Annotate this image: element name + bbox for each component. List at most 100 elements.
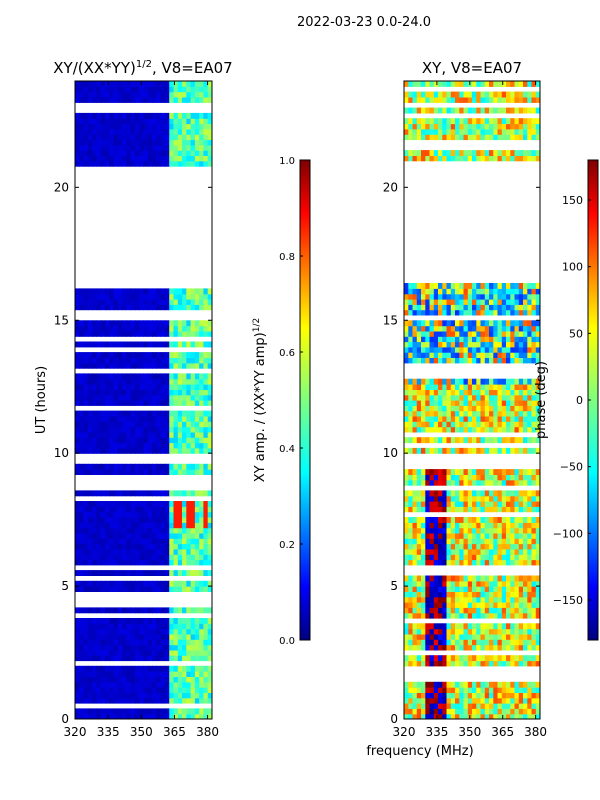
heatmap-cell (199, 325, 205, 332)
heatmap-cell (518, 596, 524, 603)
heatmap-cell (510, 681, 516, 688)
heatmap-cell (463, 320, 469, 327)
heatmap-cell (139, 580, 145, 587)
heatmap-cell (134, 469, 140, 475)
heatmap-cell (190, 469, 196, 475)
heatmap-cell (169, 713, 175, 719)
heatmap-cell (476, 527, 482, 534)
heatmap-cell (105, 325, 110, 332)
heatmap-cell (182, 586, 187, 592)
heatmap-cell (467, 118, 473, 125)
heatmap-cell (467, 612, 473, 619)
heatmap-cell (173, 378, 179, 385)
heatmap-cell (143, 649, 149, 656)
heatmap-cell (156, 554, 162, 561)
heatmap-cell (186, 325, 192, 332)
heatmap-cell (134, 649, 140, 656)
right-heatmap-cells (404, 81, 540, 719)
heatmap-cell (455, 703, 460, 709)
heatmap-cell (79, 410, 85, 417)
heatmap-cell (489, 421, 494, 428)
heatmap-cell (199, 86, 205, 93)
heatmap-cell (497, 517, 503, 523)
heatmap-cell (433, 299, 439, 305)
heatmap-cell (455, 415, 460, 422)
heatmap-cell (506, 309, 511, 316)
heatmap-cell (404, 283, 409, 289)
heatmap-cell (113, 580, 119, 587)
heatmap-cell (105, 554, 110, 561)
heatmap-cell (87, 708, 93, 715)
heatmap-cell (476, 341, 482, 348)
heatmap-cell (75, 400, 80, 406)
heatmap-cell (83, 362, 89, 369)
heatmap-cell (173, 708, 179, 715)
heatmap-cell (79, 426, 85, 433)
heatmap-cell (92, 628, 97, 635)
heatmap-cell (169, 618, 175, 624)
heatmap-cell (450, 410, 456, 417)
heatmap-cell (489, 591, 494, 598)
heatmap-cell (480, 687, 486, 693)
heatmap-cell (480, 410, 486, 417)
heatmap-cell (523, 325, 528, 332)
heatmap-cell (459, 703, 465, 709)
heatmap-cell (117, 352, 123, 358)
colorbar-tick-label: 0.8 (279, 252, 295, 263)
heatmap-cell (497, 155, 503, 162)
heatmap-cell (147, 559, 153, 566)
heatmap-cell (404, 697, 409, 704)
heatmap-cell (194, 431, 200, 438)
heatmap-cell (186, 580, 192, 587)
heatmap-cell (463, 474, 469, 481)
heatmap-cell (105, 687, 110, 693)
heatmap-cell (92, 415, 97, 422)
heatmap-cell (173, 341, 179, 348)
heatmap-cell (484, 341, 490, 348)
heatmap-cell (122, 687, 127, 693)
heatmap-cell (156, 665, 162, 672)
heatmap-cell (117, 447, 123, 454)
heatmap-cell (156, 522, 162, 529)
heatmap-cell (463, 309, 469, 316)
heatmap-cell (425, 681, 431, 688)
heatmap-cell (169, 628, 175, 635)
heatmap-cell (186, 538, 192, 545)
heatmap-cell (484, 575, 490, 582)
heatmap-cell (87, 86, 93, 93)
heatmap-cell (156, 128, 162, 135)
heatmap-cell (429, 633, 435, 640)
heatmap-cell (203, 134, 209, 141)
heatmap-cell (87, 681, 93, 688)
heatmap-cell (506, 591, 511, 598)
heatmap-cell (75, 644, 80, 651)
heatmap-cell (79, 687, 85, 693)
heatmap-cell (497, 607, 503, 614)
heatmap-cell (493, 150, 499, 156)
heatmap-cell (459, 288, 465, 295)
heatmap-cell (531, 341, 537, 348)
heatmap-cell (455, 501, 460, 507)
heatmap-cell (459, 660, 465, 667)
heatmap-cell (489, 150, 494, 156)
heatmap-cell (408, 527, 414, 534)
heatmap-cell (442, 389, 448, 396)
heatmap-cell (531, 283, 537, 289)
heatmap-cell (518, 633, 524, 640)
heatmap-cell (438, 506, 443, 513)
heatmap-cell (87, 352, 93, 358)
heatmap-cell (160, 160, 166, 167)
heatmap-cell (433, 506, 439, 513)
heatmap-cell (105, 633, 110, 640)
heatmap-cell (501, 522, 507, 529)
heatmap-cell (182, 400, 187, 406)
heatmap-cell (156, 112, 162, 119)
heatmap-cell (109, 431, 115, 438)
heatmap-cell (156, 639, 162, 646)
heatmap-cell (182, 511, 187, 518)
heatmap-cell (480, 532, 486, 539)
heatmap-cell (493, 426, 499, 433)
heatmap-cell (134, 687, 140, 693)
heatmap-cell (147, 139, 153, 146)
heatmap-cell (203, 97, 209, 103)
